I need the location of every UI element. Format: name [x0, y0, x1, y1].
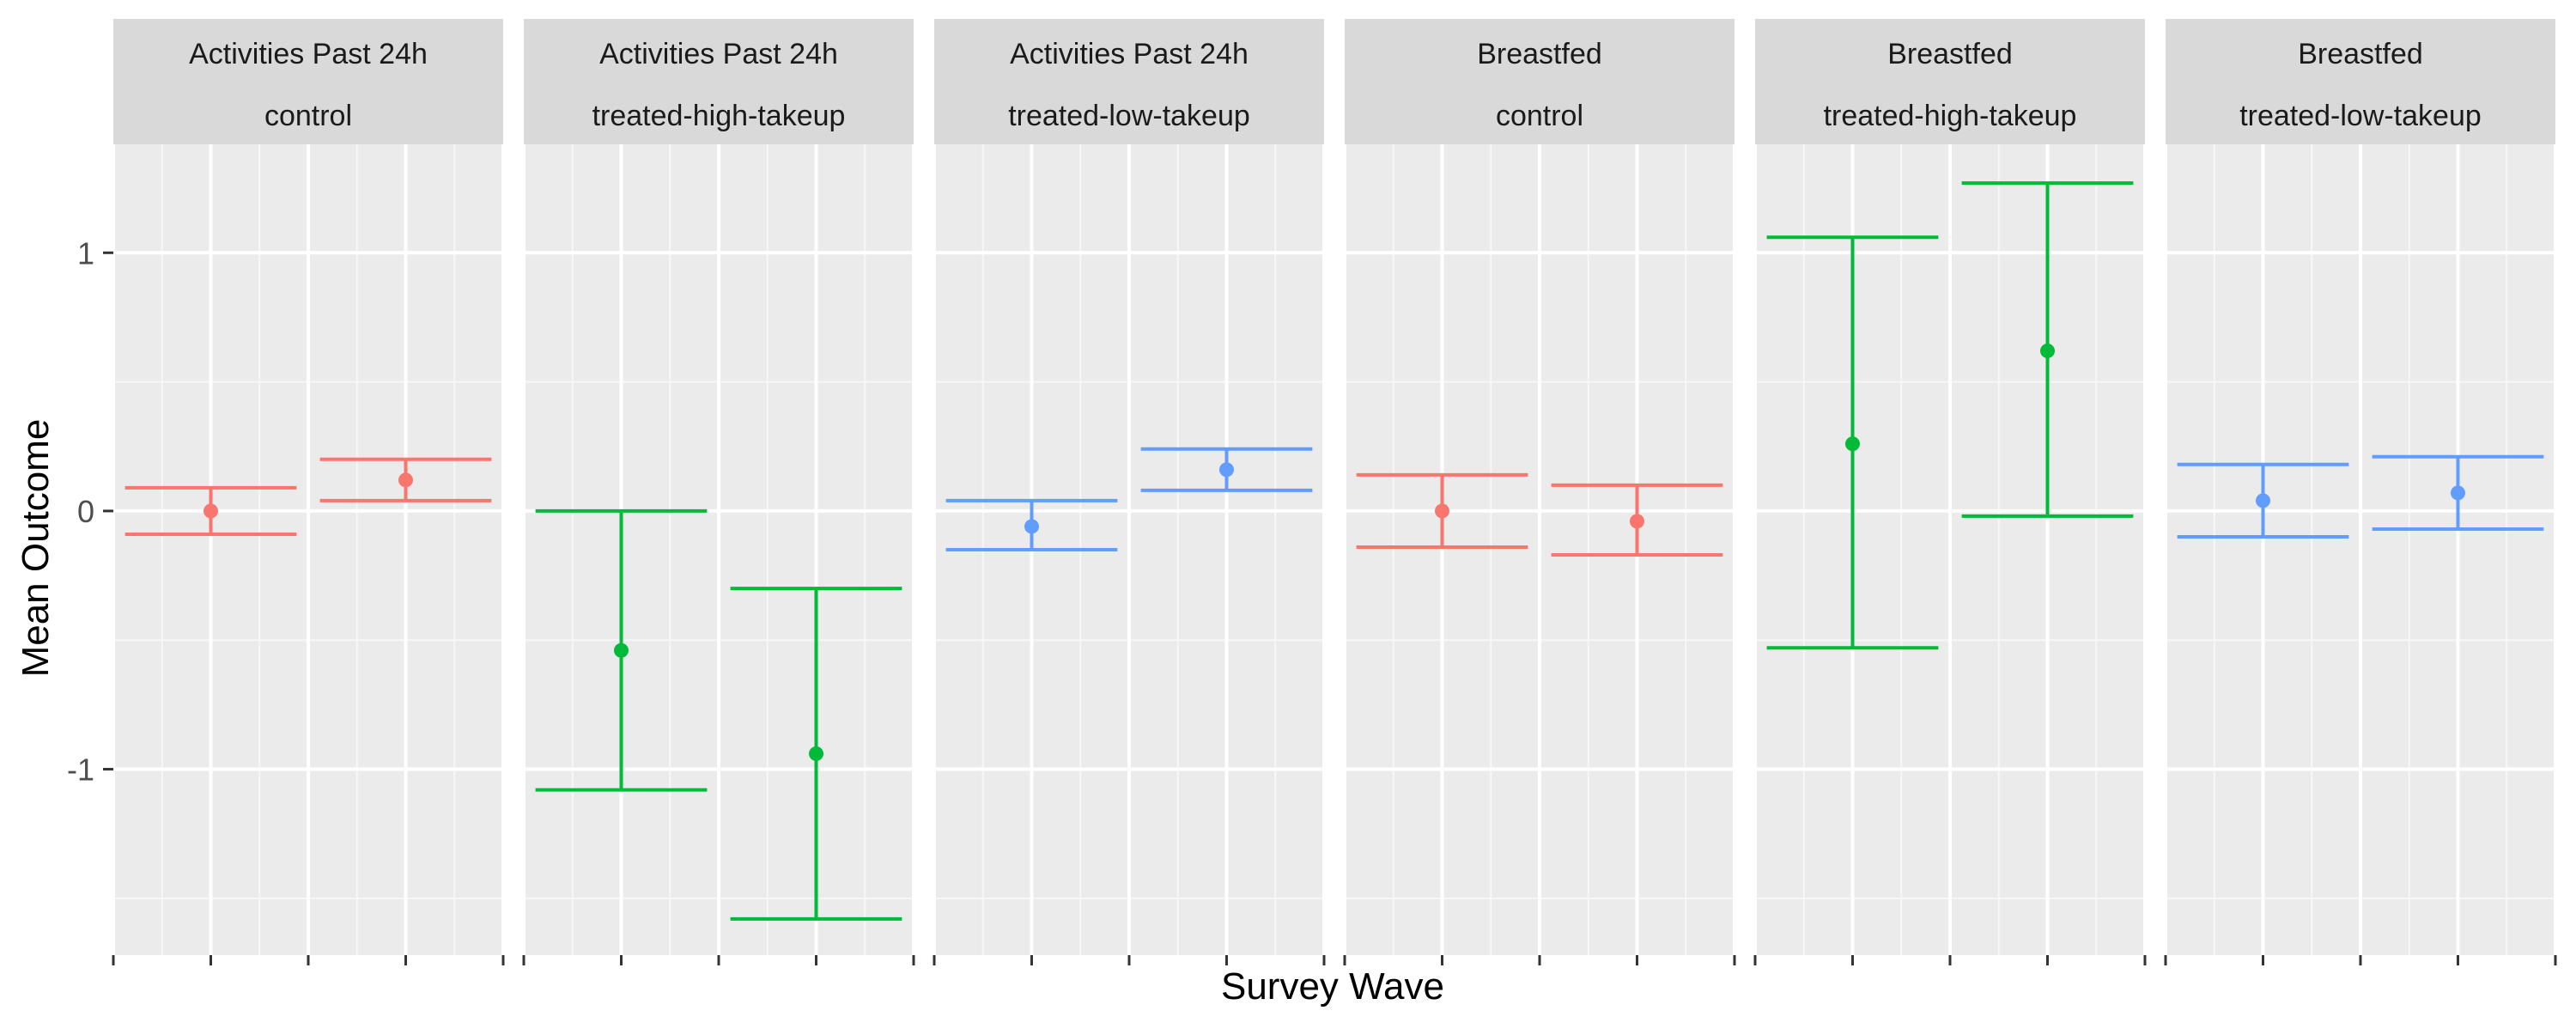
- y-tick-label: -1: [67, 752, 94, 788]
- error-bar: [945, 498, 1118, 551]
- y-tick-label: 0: [77, 494, 94, 529]
- facet-strip-label-bottom: treated-low-takeup: [2239, 100, 2482, 132]
- error-bar: [2177, 462, 2349, 539]
- facet-strip-label-bottom: treated-high-takeup: [1824, 100, 2077, 132]
- facet-panel: Breastfed treated-low-takeup: [2164, 19, 2557, 965]
- facet-strip-label-top: Activities Past 24h: [1010, 38, 1249, 70]
- facet-panel: Activities Past 24h treated-low-takeup: [933, 19, 1326, 965]
- facet-panel: Activities Past 24h treated-high-takeup: [522, 19, 915, 965]
- facet-strip: [1755, 19, 2145, 144]
- mean-point: [1845, 436, 1860, 452]
- mean-point: [1630, 514, 1644, 529]
- mean-point: [2040, 344, 2055, 359]
- facet-strip: [1345, 19, 1735, 144]
- error-bar: [730, 587, 902, 921]
- facet-strip-label-top: Breastfed: [1477, 38, 1602, 70]
- mean-point: [614, 642, 629, 658]
- error-bar: [2372, 454, 2544, 531]
- facet-panel: Activities Past 24h control: [112, 19, 505, 965]
- error-bar: [125, 485, 297, 536]
- mean-point: [1219, 462, 1234, 478]
- error-bar: [535, 508, 708, 792]
- mean-point: [2451, 485, 2465, 501]
- mean-point: [2256, 493, 2270, 508]
- mean-point: [1435, 503, 1449, 519]
- mean-point: [204, 503, 218, 519]
- facet-strip-label-top: Breastfed: [1887, 38, 2013, 70]
- mean-point: [809, 746, 823, 762]
- y-tick-label: 1: [77, 235, 94, 271]
- error-bar: [1551, 483, 1723, 557]
- facet-strip: [2166, 19, 2555, 144]
- facet-strip-label-bottom: control: [264, 100, 352, 132]
- facet-panel: Breastfed control: [1343, 19, 1736, 965]
- facet-strip: [113, 19, 503, 144]
- mean-point: [1024, 519, 1039, 534]
- error-bar: [1961, 181, 2134, 518]
- facet-strip-label-bottom: control: [1496, 100, 1583, 132]
- error-bar: [1140, 447, 1313, 492]
- error-bar: [1356, 472, 1528, 549]
- y-axis-title: Mean Outcome: [15, 419, 57, 678]
- facet-strip-label-bottom: treated-low-takeup: [1008, 100, 1250, 132]
- x-axis-title: Survey Wave: [1221, 965, 1444, 1008]
- facet-strip-label-top: Breastfed: [2298, 38, 2423, 70]
- facet-strip-label-top: Activities Past 24h: [599, 38, 838, 70]
- facet-strip: [934, 19, 1324, 144]
- facet-panel: Breastfed treated-high-takeup: [1753, 19, 2147, 965]
- facet-strip: [524, 19, 914, 144]
- error-bar: [1766, 235, 1939, 650]
- error-bar: [319, 457, 492, 502]
- facet-strip-label-top: Activities Past 24h: [189, 38, 428, 70]
- mean-point: [398, 472, 413, 488]
- facet-strip-label-bottom: treated-high-takeup: [592, 100, 846, 132]
